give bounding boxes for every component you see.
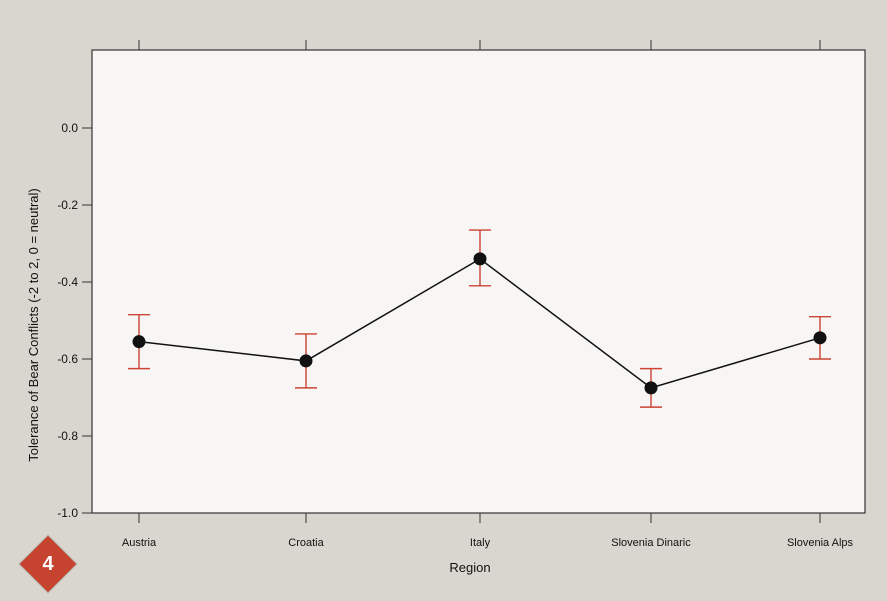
y-tick-label: -1.0 bbox=[57, 506, 78, 520]
x-tick-label: Croatia bbox=[288, 537, 324, 549]
data-point bbox=[813, 331, 827, 345]
y-tick-label: 0.0 bbox=[61, 121, 78, 135]
data-point bbox=[299, 354, 313, 368]
x-tick-label: Slovenia Dinaric bbox=[611, 537, 691, 549]
plot-background bbox=[91, 49, 866, 514]
data-point bbox=[644, 381, 658, 395]
y-tick-label: -0.6 bbox=[57, 352, 78, 366]
y-tick-label: -0.8 bbox=[57, 429, 78, 443]
x-tick-label: Italy bbox=[470, 537, 491, 549]
figure-number: 4 bbox=[42, 552, 54, 575]
x-tick-label: Slovenia Alps bbox=[787, 537, 854, 549]
data-point bbox=[473, 252, 487, 266]
y-axis-title: Tolerance of Bear Conflicts (-2 to 2, 0 … bbox=[26, 188, 41, 462]
x-axis-title: Region bbox=[449, 560, 490, 575]
x-tick-label: Austria bbox=[122, 537, 157, 549]
data-point bbox=[132, 335, 146, 349]
y-tick-label: -0.4 bbox=[57, 275, 78, 289]
y-tick-label: -0.2 bbox=[57, 198, 78, 212]
